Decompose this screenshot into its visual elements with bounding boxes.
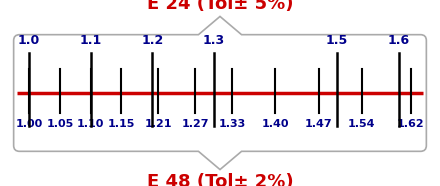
Text: 1.5: 1.5 [326,34,348,47]
Text: 1.47: 1.47 [305,118,332,129]
Text: 1.1: 1.1 [80,34,102,47]
Text: 1.21: 1.21 [145,118,172,129]
Text: 1.15: 1.15 [108,118,135,129]
Text: 1.33: 1.33 [219,118,246,129]
Text: 1.00: 1.00 [15,118,43,129]
Text: 1.27: 1.27 [182,118,209,129]
Text: 1.54: 1.54 [348,118,375,129]
Text: 1.3: 1.3 [203,34,225,47]
Text: E 48 (Tol± 2%): E 48 (Tol± 2%) [147,173,293,186]
Text: E 24 (Tol± 5%): E 24 (Tol± 5%) [147,0,293,13]
Text: 1.40: 1.40 [262,118,289,129]
Text: 1.62: 1.62 [397,118,425,129]
Text: 1.0: 1.0 [18,34,40,47]
Text: 1.10: 1.10 [77,118,104,129]
Text: 1.2: 1.2 [141,34,163,47]
Text: 1.05: 1.05 [46,118,73,129]
Text: 1.6: 1.6 [388,34,410,47]
